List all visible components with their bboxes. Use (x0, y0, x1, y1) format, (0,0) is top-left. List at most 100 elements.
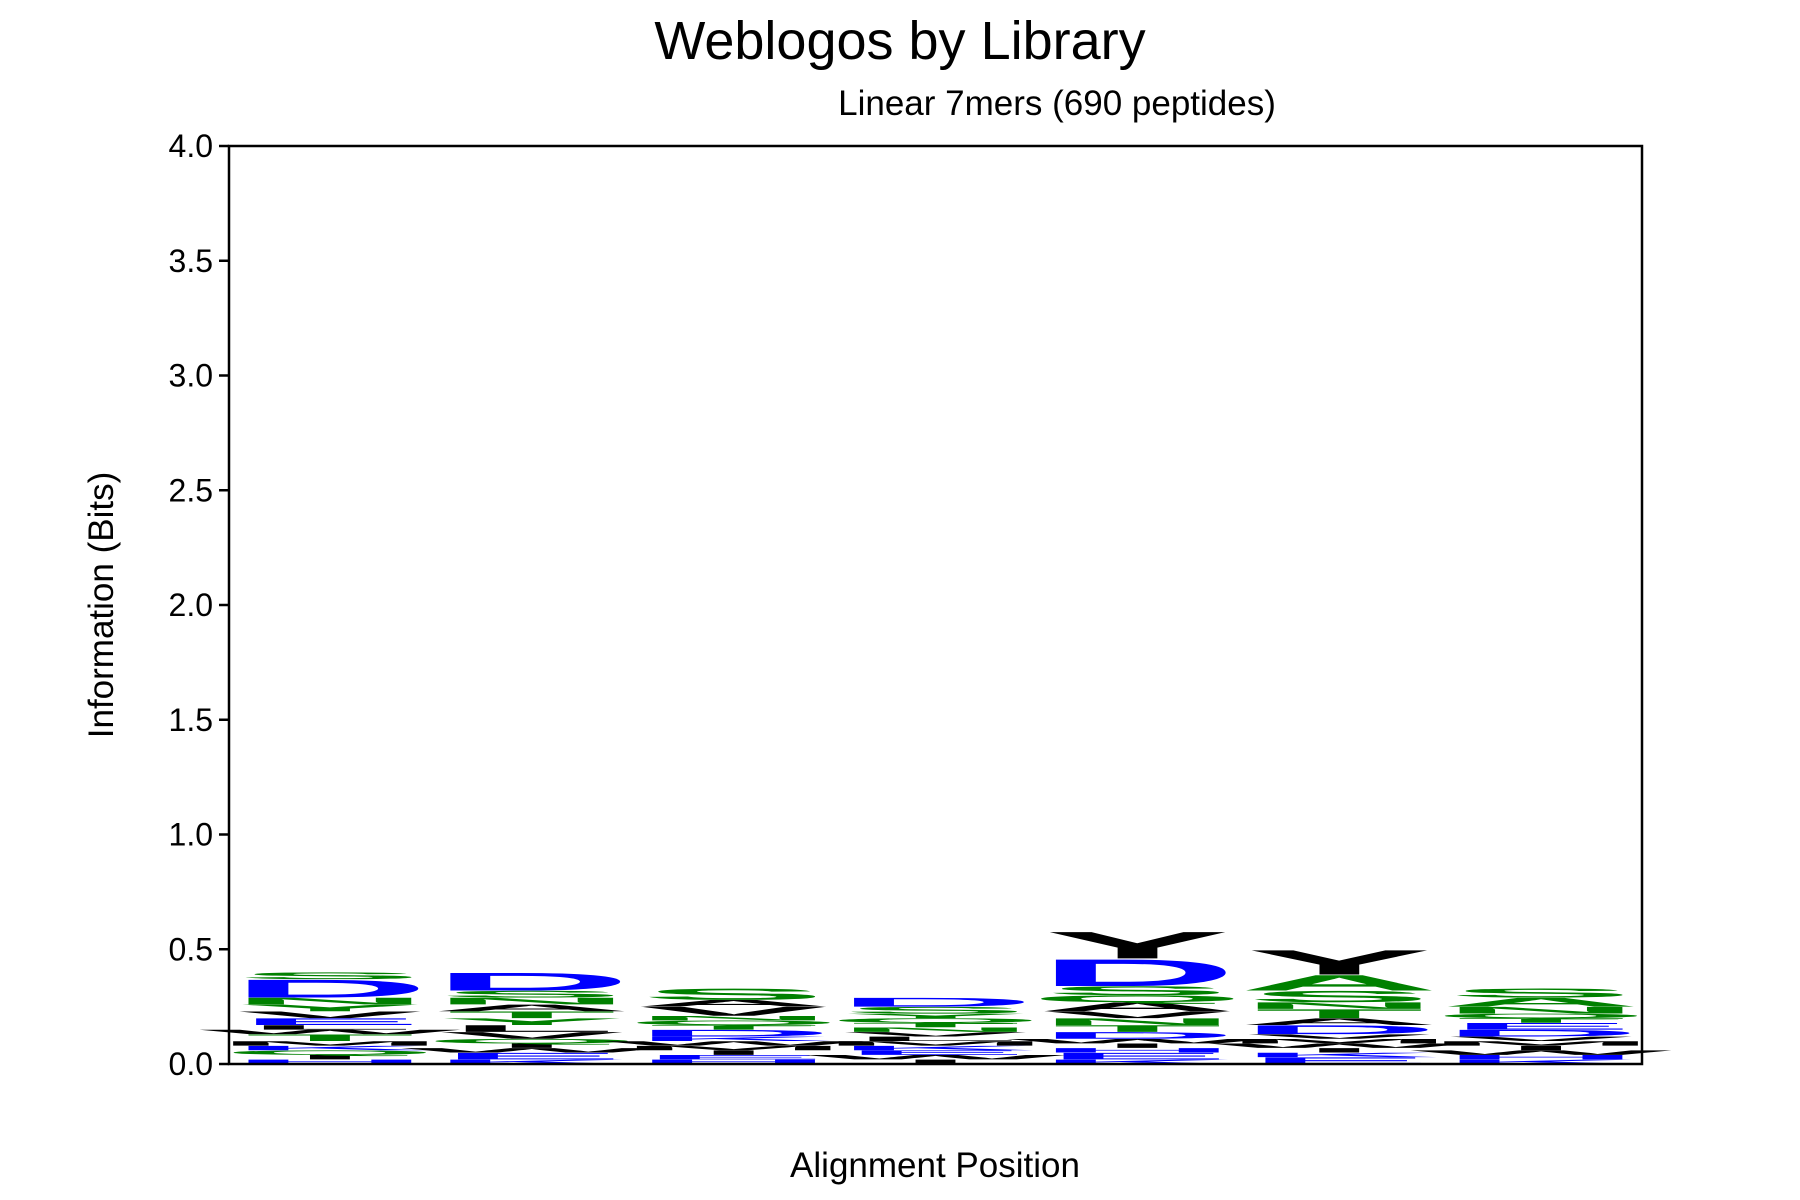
logo-letter: H (230, 1058, 430, 1065)
logo-letter: Y (1045, 924, 1230, 967)
logo-letter: T (447, 1009, 616, 1020)
logo-letter: V (1449, 1035, 1634, 1042)
logo-letter: H (1037, 1047, 1237, 1054)
logo-letter: S (1247, 988, 1432, 1006)
logo-letter: W (805, 1054, 1067, 1061)
logo-letter: I (695, 1049, 772, 1056)
logo-letter: D (1037, 1030, 1237, 1041)
logo-letter: D (634, 1028, 834, 1039)
logo-letter: T (1457, 1017, 1626, 1024)
logo-letter: I (1099, 1042, 1176, 1049)
logo-letter: W (1410, 1049, 1672, 1056)
logo-letter: Q (1030, 993, 1245, 1004)
logo-letter: S (843, 1005, 1028, 1016)
logo-letter: D (432, 967, 632, 996)
logo-letter: N (836, 1026, 1036, 1033)
logo-letter: K (1441, 1058, 1641, 1065)
logo-letter: A (432, 1003, 632, 1014)
logo-letter: N (1239, 1000, 1439, 1011)
logo-letter: S (439, 989, 624, 1000)
y-axis: 0.0 0.5 1.0 1.5 2.0 2.5 3.0 3.5 4.0 (169, 128, 229, 1082)
logo-letter: M (1224, 1038, 1455, 1045)
logo-letter: E (1247, 1055, 1432, 1066)
y-tick-label: 2.5 (169, 472, 213, 508)
logo-letter: T (245, 1032, 414, 1043)
logo-letter: A (1037, 1000, 1237, 1014)
logo-letter: L (245, 1024, 414, 1031)
logo-letter: N (432, 996, 632, 1007)
logo-letter: M (1426, 1040, 1657, 1047)
logo-letter: D (230, 974, 430, 1003)
chart-subtitle: Linear 7mers (690 peptides) (838, 84, 1276, 123)
logo-letter: W (603, 1040, 865, 1047)
logo-letter: K (1239, 1051, 1439, 1058)
logo-letter: E (439, 1051, 624, 1062)
logo-letter: S (1045, 984, 1230, 998)
logo-letter: K (1037, 1058, 1237, 1065)
logo-letter: H (634, 1058, 834, 1065)
logo-letter: W (1209, 1042, 1471, 1049)
logo-letter: D (836, 995, 1036, 1009)
x-axis-label: Alignment Position (790, 1146, 1080, 1185)
logo-letter: K (230, 1044, 430, 1051)
logo-letter: T (1053, 1023, 1222, 1034)
logo-letter: W (1007, 1038, 1269, 1045)
logo-letter: Q (626, 1019, 841, 1026)
logo-letter: N (1441, 1005, 1641, 1016)
logo-letter: E (238, 1016, 423, 1027)
logo-letter: Q (222, 1049, 437, 1056)
logo-letter: Y (843, 1012, 1028, 1019)
logo-letter: I (291, 1054, 368, 1061)
chart-title: Weblogos by Library (654, 11, 1146, 71)
logo-letter: L (447, 1023, 616, 1034)
logo-letter: Q (828, 1017, 1043, 1024)
logo-letter: E (1449, 1021, 1634, 1032)
logo-letter: W (401, 1047, 663, 1054)
logo-letter: Y (1247, 943, 1432, 982)
logo-letter: Q (1433, 1012, 1648, 1019)
logo-letter: A (1441, 995, 1641, 1009)
logo-letter: T (649, 1024, 818, 1031)
logo-letter: Q (424, 1038, 639, 1045)
logo-letter: E (641, 1054, 826, 1061)
y-tick-label: 4.0 (169, 128, 213, 164)
logo-letter: D (1239, 1023, 1439, 1037)
logo-letter: T (851, 1022, 1020, 1029)
logo-letter: V (1247, 1033, 1432, 1040)
y-tick-label: 1.0 (169, 817, 213, 853)
y-tick-label: 1.5 (169, 702, 213, 738)
logo-letter: V (843, 1031, 1028, 1038)
logo-letter: S (641, 985, 826, 1003)
logo-letter: I (1301, 1047, 1378, 1054)
logo-letter: E (843, 1049, 1028, 1056)
logo-letter: V (439, 1030, 624, 1041)
logo-letter: Y (439, 1016, 624, 1027)
logo-letter: A (634, 998, 834, 1009)
logo-letter: V (641, 1004, 826, 1018)
logo-letter: M (618, 1044, 849, 1051)
logo-letter: D (1037, 951, 1237, 994)
y-tick-label: 3.5 (169, 243, 213, 279)
logo-letter: D (1441, 1028, 1641, 1039)
logo-letter: A (1239, 1016, 1439, 1027)
letter-stacks: HIQKMTWLEVYNDSKEWIQVLYTANSDHEIMWKDTQNVAS… (199, 924, 1672, 1066)
y-tick-label: 0.5 (169, 931, 213, 967)
logo-letter: T (1255, 1007, 1424, 1021)
logo-letter: S (1449, 986, 1634, 1000)
logo-letter: K (432, 1058, 632, 1065)
logo-letter: H (1441, 1054, 1641, 1061)
plot-frame (227, 144, 1644, 1066)
logo-letter: V (1045, 1009, 1230, 1020)
logo-letter: K (634, 1035, 834, 1042)
logo-letter: N (634, 1015, 834, 1022)
logo-letter: I (897, 1058, 974, 1065)
y-tick-label: 2.0 (169, 587, 213, 623)
y-axis-label: Information (Bits) (82, 472, 121, 738)
logo-letter: I (493, 1042, 570, 1049)
